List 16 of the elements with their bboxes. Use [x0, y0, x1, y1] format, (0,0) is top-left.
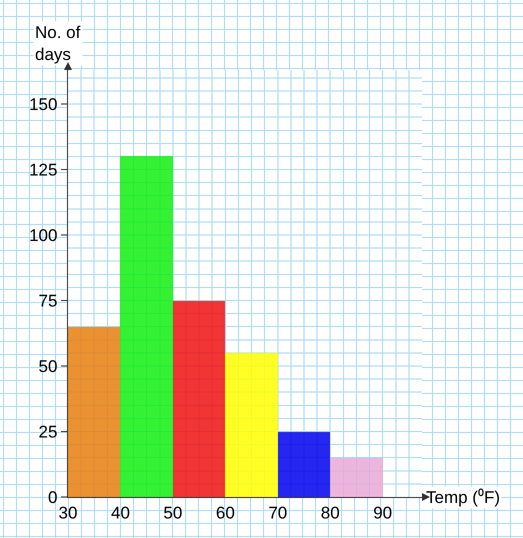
y-tick-label: 150 [29, 95, 58, 114]
x-tick-label: 90 [373, 504, 392, 523]
y-tick-label: 125 [29, 160, 58, 180]
y-tick-label: 100 [29, 226, 58, 245]
x-axis-title: Temp (⁰F) [426, 488, 500, 507]
x-tick-label: 50 [163, 504, 182, 523]
y-tick-label: 0 [48, 488, 58, 507]
x-tick-label: 40 [110, 504, 130, 523]
x-tick-label: 70 [268, 504, 288, 523]
y-tick-label: 25 [38, 422, 58, 442]
y-tick-label: 75 [38, 291, 58, 310]
x-tick-label: 60 [216, 504, 235, 523]
y-tick-label: 50 [38, 356, 58, 376]
x-tick-label: 80 [320, 504, 340, 523]
y-axis-title: No. of days [35, 23, 81, 64]
x-tick-label: 30 [58, 504, 78, 523]
